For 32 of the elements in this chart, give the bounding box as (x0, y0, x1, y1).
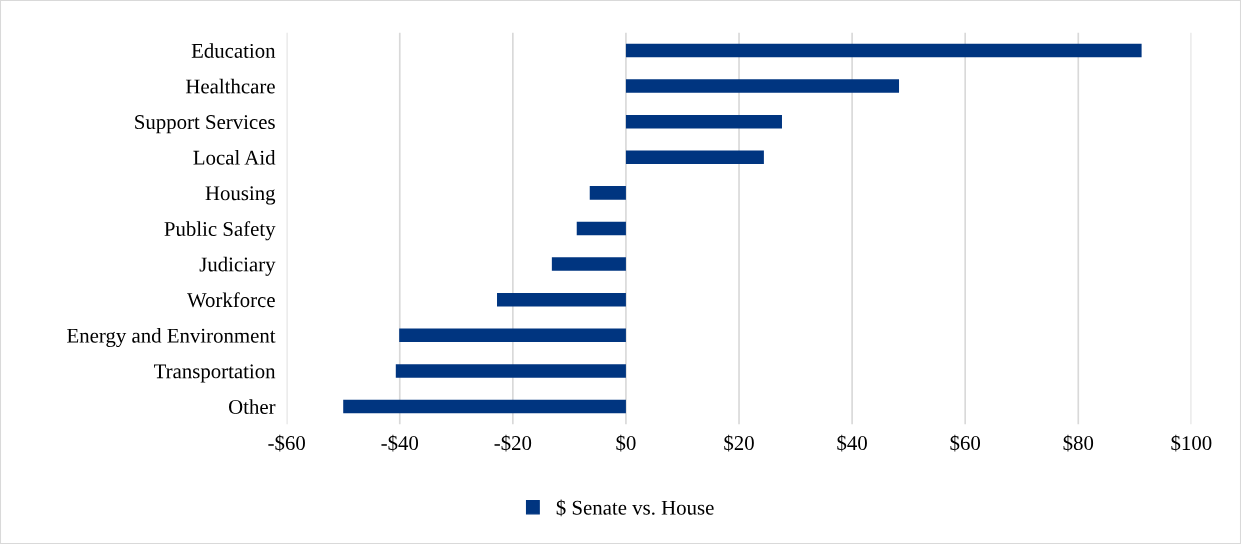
x-tick-label: -$60 (268, 434, 305, 452)
y-tick-label: Judiciary (199, 256, 276, 276)
bar (625, 79, 900, 93)
bar (625, 43, 1142, 58)
bar (395, 364, 626, 378)
bar (497, 292, 626, 307)
x-tick-label: $0 (616, 434, 636, 452)
y-tick-label: Other (228, 399, 276, 414)
y-tick-label: Local Aid (193, 150, 276, 165)
bar (399, 328, 626, 343)
bar (589, 186, 626, 200)
x-tick-label: -$20 (494, 434, 532, 452)
x-tick-label: $60 (950, 434, 981, 452)
x-tick-label: $40 (837, 434, 867, 452)
y-tick-label: Energy and Environment (67, 328, 276, 348)
y-tick-label: Workforce (187, 292, 275, 308)
y-tick-label: Housing (205, 186, 276, 205)
y-tick-label: Transportation (154, 364, 276, 383)
bar (343, 399, 626, 414)
x-tick-label: -$40 (381, 434, 419, 452)
legend-label: $ Senate vs. House (556, 499, 714, 517)
y-tick-label: Healthcare (185, 78, 275, 94)
y-tick-label: Education (191, 43, 276, 58)
bar (625, 114, 782, 129)
bar (625, 150, 764, 165)
x-tick-label: $100 (1171, 434, 1212, 452)
x-tick-label: $80 (1063, 434, 1094, 452)
y-tick-label: Support Services (135, 115, 275, 134)
bar (551, 257, 626, 271)
x-tick-label: $20 (724, 434, 754, 452)
y-tick-label: Public Safety (164, 221, 276, 241)
bar (576, 221, 626, 236)
